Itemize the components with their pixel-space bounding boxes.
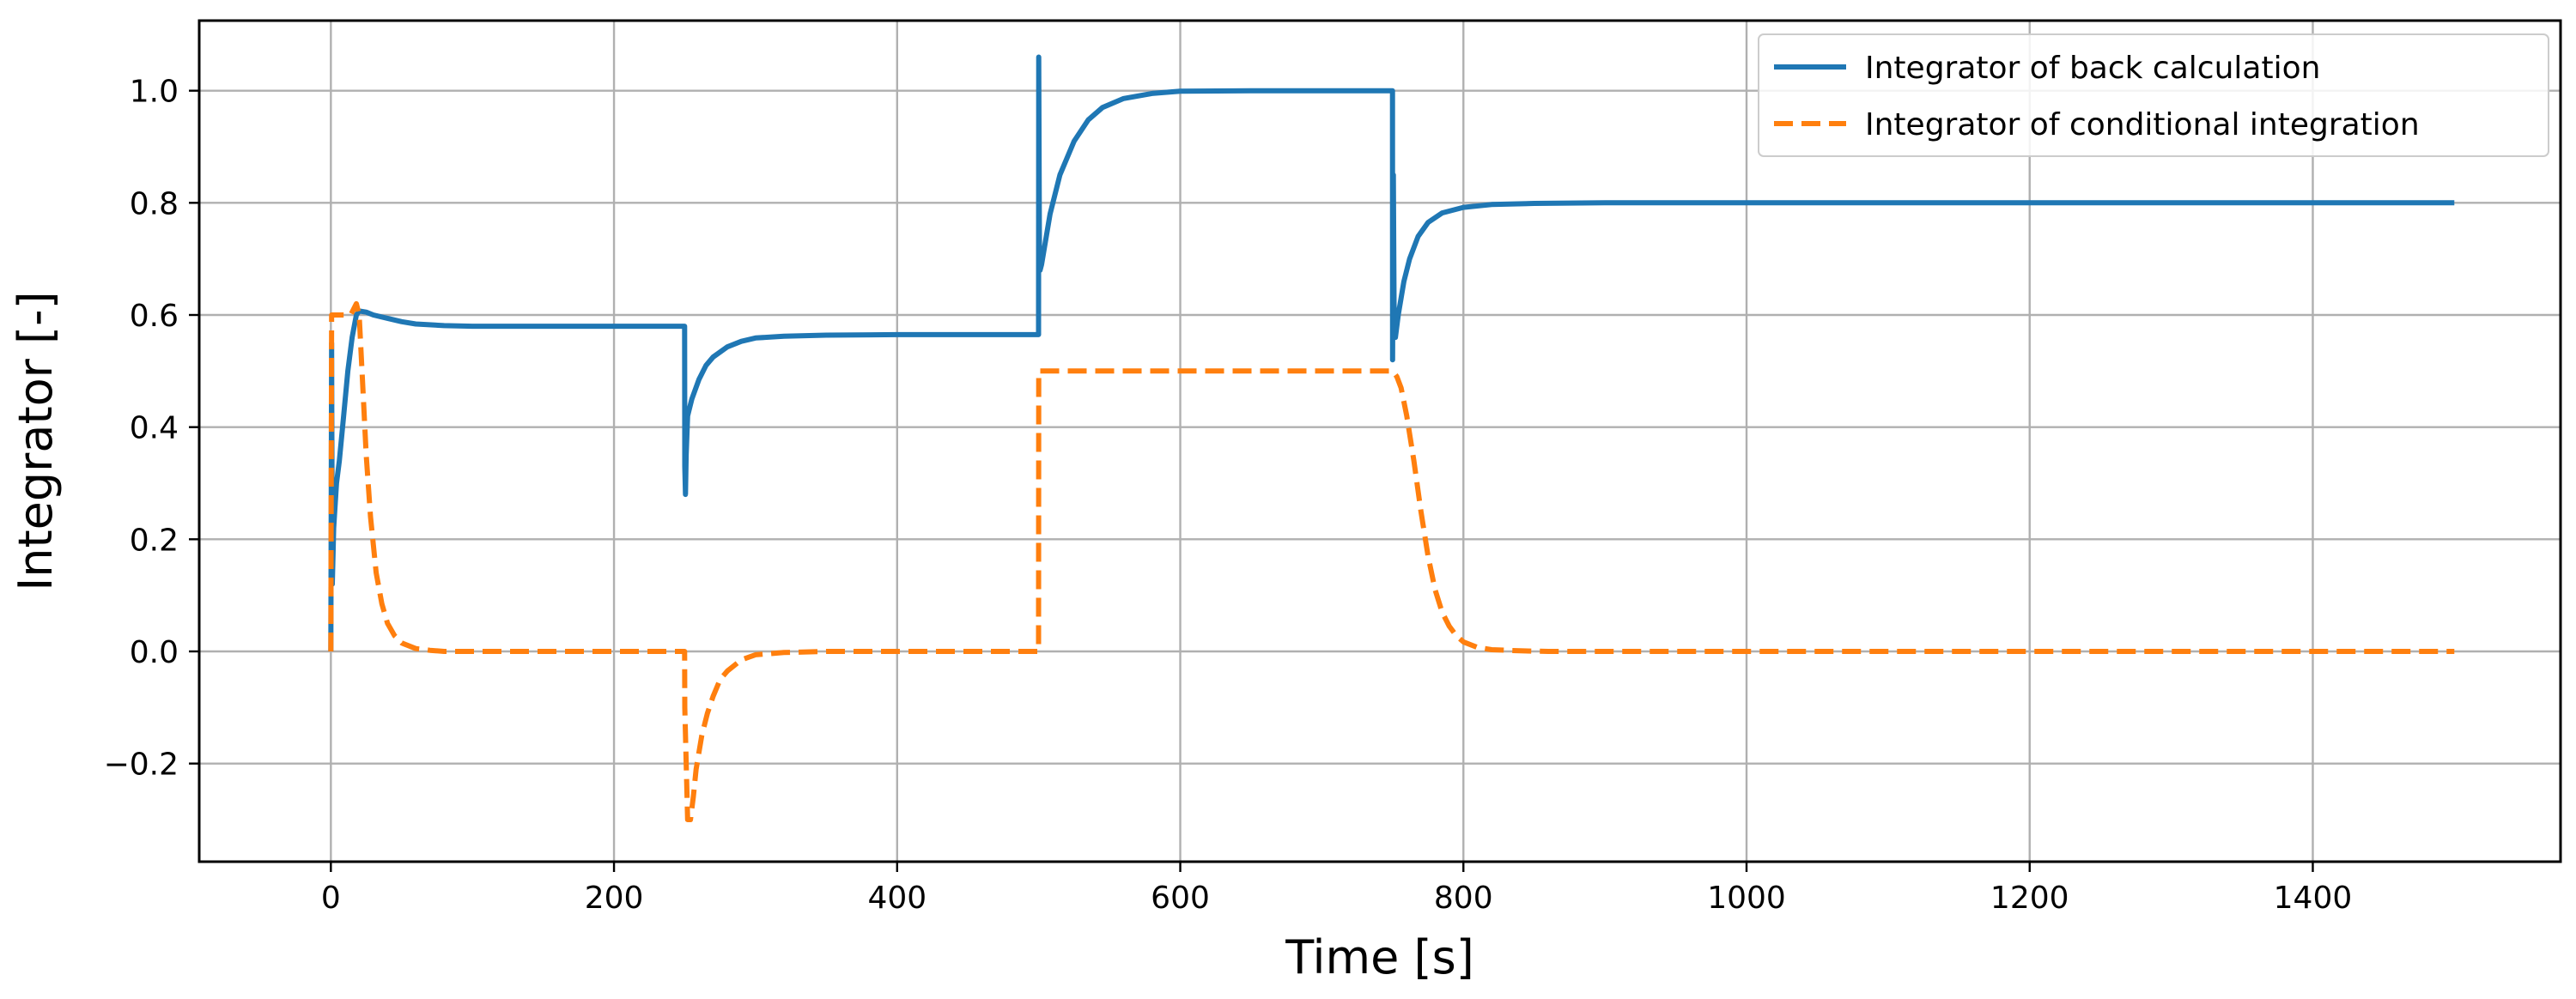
x-tick-label: 200 [585, 881, 644, 916]
ticks: 0 200 400 600 800 1000 1200 1400 −0.2 0.0 0.2 0.4 0.… [104, 75, 2353, 916]
y-tick-label: 1.0 [130, 75, 179, 110]
legend-label-conditional-integration: Integrator of conditional integration [1865, 107, 2420, 142]
legend-label-back-calculation: Integrator of back calculation [1865, 51, 2320, 86]
x-tick-label: 400 [867, 881, 927, 916]
y-tick-label: −0.2 [104, 748, 179, 783]
x-tick-label: 1000 [1707, 881, 1786, 916]
x-tick-label: 1400 [2274, 881, 2353, 916]
y-tick-label: 0.0 [130, 635, 179, 670]
y-tick-label: 0.6 [130, 299, 179, 334]
legend: Integrator of back calculation Integrato… [1758, 33, 2549, 157]
x-tick-label: 600 [1151, 881, 1210, 916]
axes-frame [197, 19, 2562, 863]
y-axis-title: Integrator [-] [9, 291, 63, 590]
series-line-back-calculation [328, 54, 2455, 652]
x-tick-label: 800 [1434, 881, 1493, 916]
series-layer [328, 54, 2455, 822]
x-tick-label: 0 [321, 881, 341, 916]
y-tick-label: 0.4 [130, 411, 179, 446]
x-axis-title: Time [s] [1285, 930, 1474, 984]
y-tick-label: 0.8 [130, 186, 179, 221]
x-tick-label: 1200 [1990, 881, 2069, 916]
series-line-conditional-integration [328, 300, 2455, 822]
legend-box [1758, 33, 2549, 157]
y-tick-label: 0.2 [130, 523, 179, 558]
